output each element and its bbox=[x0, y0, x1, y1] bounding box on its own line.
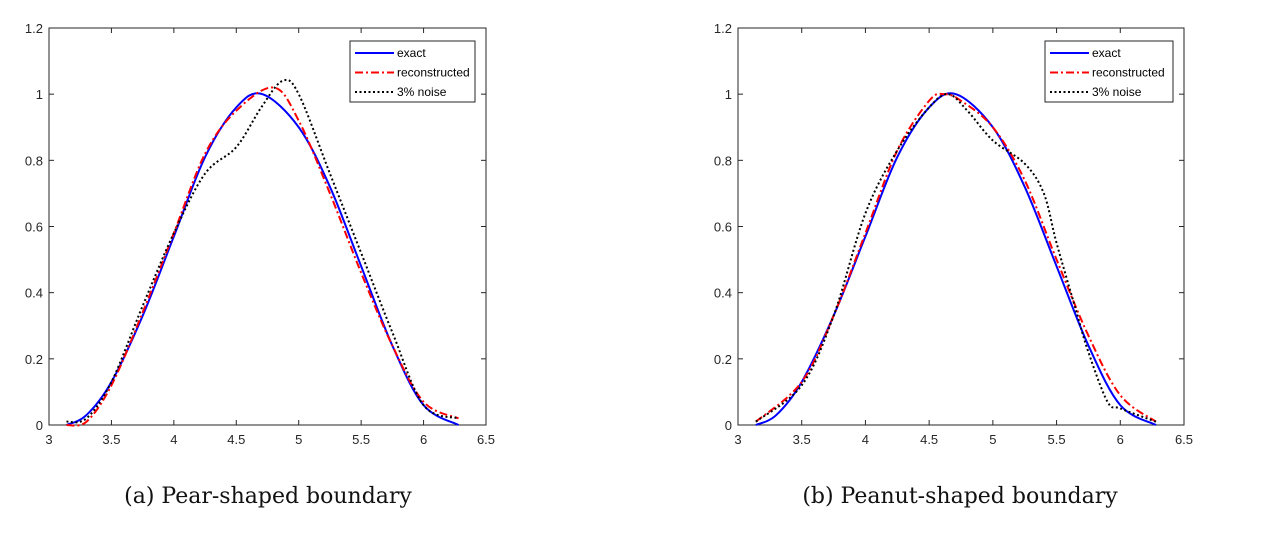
x-tick-label: 6 bbox=[1117, 432, 1124, 447]
y-tick-label: 0.6 bbox=[25, 220, 43, 235]
x-tick-label: 3 bbox=[734, 432, 741, 447]
y-tick-label: 1.2 bbox=[25, 21, 43, 36]
y-tick-label: 1.2 bbox=[714, 21, 732, 36]
caption-pear: (a) Pear-shaped boundary bbox=[124, 484, 412, 509]
y-tick-label: 0.4 bbox=[25, 286, 43, 301]
x-tick-label: 3.5 bbox=[102, 432, 120, 447]
caption-peanut: (b) Peanut-shaped boundary bbox=[802, 484, 1118, 509]
x-tick-label: 4.5 bbox=[920, 432, 938, 447]
x-tick-label: 6.5 bbox=[477, 432, 495, 447]
legend-label: exact bbox=[1092, 46, 1121, 60]
y-tick-label: 1 bbox=[725, 87, 732, 102]
chart-pear: 3 3.5 4 4.5 5 5.5 6 6.5 0 0.2 0.4 0.6 0.8 1 1.2 exact re… bbox=[25, 21, 495, 447]
x-tick-label: 6.5 bbox=[1175, 432, 1193, 447]
x-tick-label: 4.5 bbox=[227, 432, 245, 447]
x-tick-label: 5.5 bbox=[1048, 432, 1066, 447]
y-tick-label: 0.2 bbox=[25, 352, 43, 367]
y-tick-label: 0 bbox=[36, 418, 43, 433]
legend-label: reconstructed bbox=[1092, 66, 1165, 80]
legend-label: reconstructed bbox=[397, 66, 470, 80]
x-tick-label: 6 bbox=[420, 432, 427, 447]
legend-label: 3% noise bbox=[397, 85, 447, 99]
x-tick-label: 4 bbox=[170, 432, 177, 447]
series-line-3-noise bbox=[755, 93, 1157, 423]
series-line-reconstructed bbox=[66, 86, 459, 427]
legend-label: 3% noise bbox=[1092, 85, 1142, 99]
legend-label: exact bbox=[397, 46, 426, 60]
x-tick-label: 5.5 bbox=[352, 432, 370, 447]
x-tick-label: 3.5 bbox=[793, 432, 811, 447]
y-tick-label: 0 bbox=[725, 418, 732, 433]
x-tick-label: 3 bbox=[45, 432, 52, 447]
chart-peanut: 3 3.5 4 4.5 5 5.5 6 6.5 0 0.2 0.4 0.6 0.8 1 1.2 exact re… bbox=[714, 21, 1193, 447]
y-tick-label: 0.8 bbox=[25, 153, 43, 168]
y-tick-label: 0.2 bbox=[714, 352, 732, 367]
y-tick-label: 0.8 bbox=[714, 153, 732, 168]
x-tick-label: 5 bbox=[295, 432, 302, 447]
series-line-reconstructed bbox=[755, 92, 1157, 423]
x-tick-label: 4 bbox=[862, 432, 869, 447]
y-tick-label: 0.4 bbox=[714, 286, 732, 301]
y-tick-label: 0.6 bbox=[714, 220, 732, 235]
legend-box bbox=[349, 40, 476, 103]
x-tick-label: 5 bbox=[989, 432, 996, 447]
y-tick-label: 1 bbox=[36, 87, 43, 102]
